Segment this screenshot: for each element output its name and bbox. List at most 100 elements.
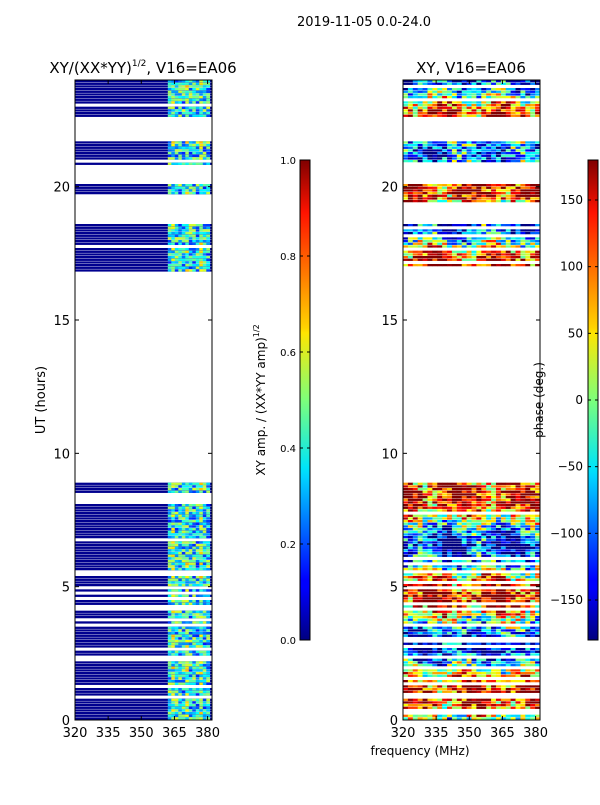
heatmap-row <box>75 162 212 165</box>
heatmap-cell <box>451 264 458 267</box>
heatmap-cell <box>476 152 482 155</box>
heatmap-cell <box>195 613 200 616</box>
heatmap-cell <box>195 616 200 619</box>
heatmap-cell <box>403 634 409 637</box>
heatmap-cell <box>481 576 487 579</box>
heatmap-cell <box>412 698 418 701</box>
heatmap-cell <box>495 264 502 267</box>
heatmap-cell <box>178 98 183 101</box>
heatmap-cell <box>451 610 458 613</box>
heatmap-cell <box>202 621 207 624</box>
heatmap-cell <box>181 229 186 232</box>
heatmap-cell <box>171 674 176 677</box>
heatmap-cell <box>525 200 531 203</box>
heatmap-cell <box>456 544 463 547</box>
heatmap-cell <box>174 189 179 192</box>
heatmap-cell <box>188 712 193 715</box>
heatmap-cell <box>476 141 482 144</box>
heatmap-cell <box>481 522 487 525</box>
heatmap-cell <box>195 642 200 645</box>
heatmap-cell <box>171 581 176 584</box>
heatmap-cell <box>422 597 428 600</box>
heatmap-cell <box>178 240 183 243</box>
heatmap-cell <box>427 506 433 509</box>
heatmap-cell <box>437 485 443 488</box>
heatmap-cell <box>432 504 438 507</box>
heatmap-cell <box>471 578 477 581</box>
heatmap-cell <box>451 600 458 603</box>
heatmap-cell <box>199 688 204 691</box>
heatmap-cell <box>202 258 207 261</box>
heatmap-cell <box>403 517 409 520</box>
heatmap-cell <box>535 618 540 621</box>
heatmap-cell <box>202 706 207 709</box>
heatmap-cell <box>403 706 409 709</box>
heatmap-cell <box>174 546 179 549</box>
heatmap-cell <box>407 672 414 675</box>
heatmap-cell <box>185 594 190 597</box>
heatmap-cell <box>174 682 179 685</box>
heatmap-cell <box>461 253 467 256</box>
heatmap-cell <box>481 160 487 163</box>
heatmap-cell <box>466 698 472 701</box>
heatmap-cell <box>417 528 423 531</box>
heatmap-cell <box>500 200 507 203</box>
heatmap-cell <box>407 264 414 267</box>
heatmap-cell <box>471 541 477 544</box>
heatmap-cell <box>178 162 183 165</box>
heatmap-row <box>75 533 212 536</box>
heatmap-cell <box>185 229 190 232</box>
heatmap-cell <box>174 576 179 579</box>
heatmap-cell <box>185 669 190 672</box>
heatmap-cell <box>520 522 526 525</box>
heatmap-cell <box>188 517 193 520</box>
heatmap-cell <box>407 493 414 496</box>
heatmap-cell <box>432 701 438 704</box>
heatmap-cell <box>447 160 453 163</box>
heatmap-cell <box>466 706 472 709</box>
heatmap-cell <box>167 544 172 547</box>
heatmap-cell <box>447 520 453 523</box>
heatmap-cell <box>495 541 502 544</box>
heatmap-cell <box>206 488 211 491</box>
heatmap-cell <box>185 85 190 88</box>
heatmap-cell <box>486 560 492 563</box>
heatmap-cell <box>510 240 516 243</box>
heatmap-cell <box>515 672 521 675</box>
heatmap-cell <box>178 621 183 624</box>
heatmap-cell <box>167 576 172 579</box>
heatmap-cell <box>171 80 176 83</box>
heatmap-cell <box>476 146 482 149</box>
heatmap-cell <box>510 717 516 720</box>
heatmap-cell <box>520 485 526 488</box>
heatmap-cell <box>407 197 414 200</box>
heatmap-cell <box>510 488 516 491</box>
heatmap-cell <box>486 90 492 93</box>
heatmap-cell <box>451 498 458 501</box>
heatmap-cell <box>422 717 428 720</box>
heatmap-cell <box>412 490 418 493</box>
heatmap-cell <box>403 240 409 243</box>
heatmap-cell <box>476 632 482 635</box>
heatmap-cell <box>461 93 467 96</box>
heatmap-cell <box>199 157 204 160</box>
heatmap-cell <box>481 592 487 595</box>
heatmap-cell <box>407 80 414 83</box>
heatmap-cell <box>417 613 423 616</box>
heatmap-cell <box>412 493 418 496</box>
heatmap-cell <box>199 224 204 227</box>
heatmap-cell <box>422 509 428 512</box>
heatmap-cell <box>199 701 204 704</box>
heatmap-cell <box>476 653 482 656</box>
heatmap-cell <box>535 264 540 267</box>
heatmap-cell <box>442 653 448 656</box>
heatmap-cell <box>417 101 423 104</box>
heatmap-cell <box>174 162 179 165</box>
heatmap-cell <box>174 504 179 507</box>
heatmap-cell <box>447 522 453 525</box>
heatmap-cell <box>495 706 502 709</box>
heatmap-cell <box>432 517 438 520</box>
heatmap-cell <box>481 485 487 488</box>
heatmap-cell <box>432 488 438 491</box>
heatmap-cell <box>422 714 428 717</box>
